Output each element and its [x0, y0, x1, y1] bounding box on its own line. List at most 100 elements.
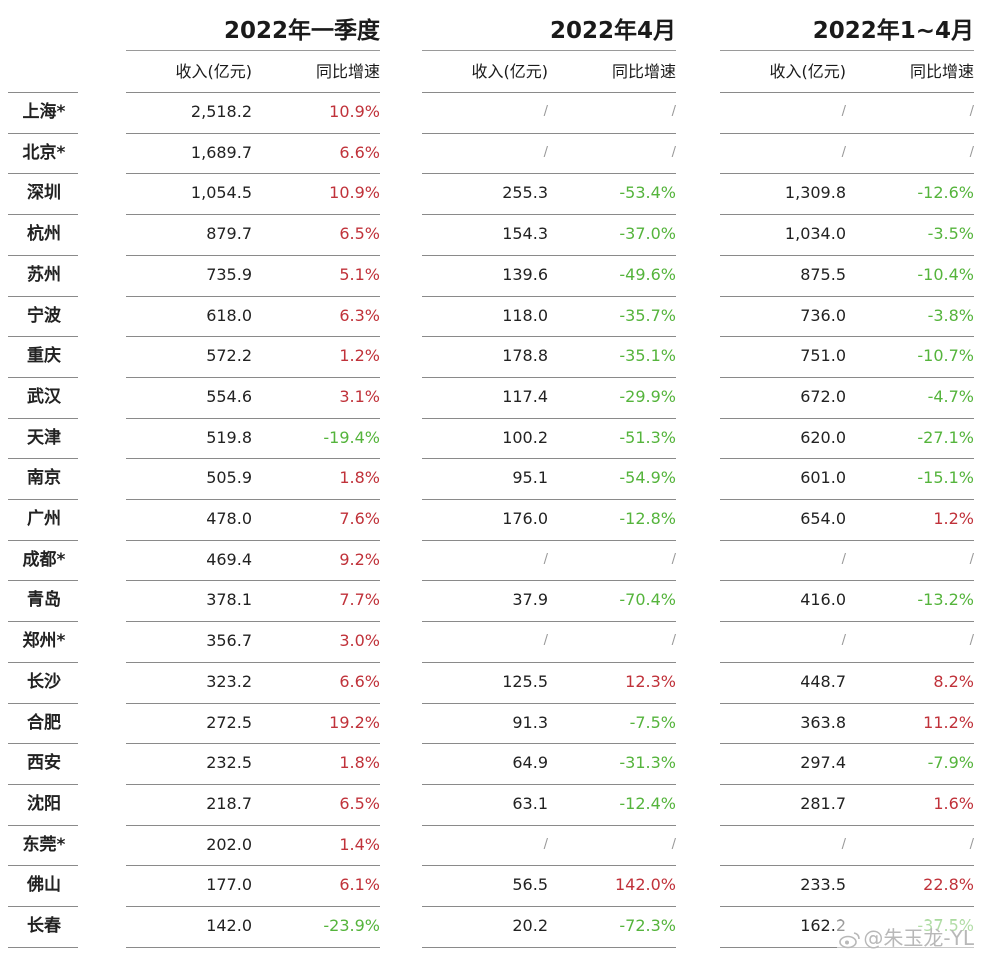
row-separator [422, 499, 676, 500]
cell-income-jan-apr: 448.7 [800, 672, 846, 691]
row-separator [422, 540, 676, 541]
row-separator [422, 621, 676, 622]
cell-income-q1: 378.1 [206, 590, 252, 609]
cell-growth-jan-apr: / [969, 837, 974, 852]
row-separator [720, 92, 974, 93]
row-separator [126, 377, 380, 378]
cell-growth-apr: -54.9% [619, 468, 676, 487]
row-separator [8, 743, 78, 744]
city-label: 沈阳 [27, 794, 61, 814]
cell-income-apr: / [543, 633, 548, 648]
cell-growth-q1: 5.1% [339, 265, 380, 284]
city-label: 武汉 [27, 387, 61, 407]
cell-growth-apr: -70.4% [619, 590, 676, 609]
cell-income-jan-apr: / [841, 837, 846, 852]
cell-growth-apr: / [671, 145, 676, 160]
row-separator [720, 703, 974, 704]
row-separator [8, 621, 78, 622]
cell-income-q1: 572.2 [206, 346, 252, 365]
watermark: @朱玉龙-YL [837, 920, 976, 956]
row-separator [720, 540, 974, 541]
row-separator [126, 621, 380, 622]
city-label: 杭州 [27, 224, 61, 244]
row-separator [422, 947, 676, 948]
cell-growth-q1: 10.9% [329, 102, 380, 121]
row-separator [126, 418, 380, 419]
row-separator [126, 662, 380, 663]
cell-income-jan-apr: 672.0 [800, 387, 846, 406]
cell-income-q1: 356.7 [206, 631, 252, 650]
row-separator [8, 906, 78, 907]
cell-income-jan-apr: 297.4 [800, 753, 846, 772]
row-separator [126, 540, 380, 541]
cell-income-q1: 1,054.5 [190, 183, 252, 202]
cell-income-apr: 56.5 [512, 875, 548, 894]
cell-income-jan-apr: 162.2 [800, 916, 846, 935]
cell-income-jan-apr: 620.0 [800, 428, 846, 447]
cell-growth-q1: 9.2% [339, 550, 380, 569]
city-label: 宁波 [27, 306, 61, 326]
cell-growth-apr: / [671, 104, 676, 119]
cell-income-jan-apr: 363.8 [800, 713, 846, 732]
row-separator [8, 296, 78, 297]
header-income-jan-apr: 收入(亿元) [769, 62, 847, 81]
row-separator [126, 825, 380, 826]
cell-growth-apr: / [671, 633, 676, 648]
row-separator [422, 865, 676, 866]
cell-income-apr: 176.0 [502, 509, 548, 528]
row-separator [8, 499, 78, 500]
row-separator [720, 255, 974, 256]
cell-growth-apr: -35.1% [619, 346, 676, 365]
city-label: 苏州 [27, 265, 61, 285]
cell-income-q1: 202.0 [206, 835, 252, 854]
cell-growth-jan-apr: -10.7% [917, 346, 974, 365]
row-separator [126, 458, 380, 459]
cell-income-apr: / [543, 104, 548, 119]
row-separator [422, 743, 676, 744]
header-income-apr: 收入(亿元) [471, 62, 549, 81]
row-separator [126, 743, 380, 744]
row-separator [126, 296, 380, 297]
row-separator [720, 336, 974, 337]
cell-income-apr: 178.8 [502, 346, 548, 365]
row-separator [422, 296, 676, 297]
cell-income-apr: 125.5 [502, 672, 548, 691]
row-separator [422, 255, 676, 256]
row-separator [720, 418, 974, 419]
row-separator [720, 133, 974, 134]
cell-growth-jan-apr: / [969, 633, 974, 648]
row-separator [8, 825, 78, 826]
cell-income-jan-apr: / [841, 145, 846, 160]
cell-income-jan-apr: 416.0 [800, 590, 846, 609]
cell-income-jan-apr: 601.0 [800, 468, 846, 487]
header-growth-q1: 同比增速 [315, 62, 380, 81]
cell-growth-q1: 19.2% [329, 713, 380, 732]
cell-income-apr: 117.4 [502, 387, 548, 406]
cell-income-apr: / [543, 145, 548, 160]
cell-income-q1: 505.9 [206, 468, 252, 487]
cell-income-q1: 272.5 [206, 713, 252, 732]
city-label: 长沙 [27, 672, 61, 692]
cell-growth-jan-apr: 11.2% [923, 713, 974, 732]
cell-growth-jan-apr: -27.1% [917, 428, 974, 447]
cell-income-jan-apr: / [841, 633, 846, 648]
city-label: 成都* [22, 550, 66, 570]
cell-income-jan-apr: 654.0 [800, 509, 846, 528]
cell-growth-q1: 1.2% [339, 346, 380, 365]
group-rule-jan-apr [720, 50, 974, 51]
cell-growth-apr: -31.3% [619, 753, 676, 772]
row-separator [8, 255, 78, 256]
row-separator [8, 214, 78, 215]
row-separator [422, 133, 676, 134]
cell-income-apr: 63.1 [512, 794, 548, 813]
cell-growth-jan-apr: -7.9% [927, 753, 974, 772]
row-separator [8, 947, 78, 948]
group-rule-q1 [126, 50, 380, 51]
cell-growth-q1: 1.4% [339, 835, 380, 854]
city-label: 佛山 [27, 875, 61, 895]
cell-growth-jan-apr: -3.5% [927, 224, 974, 243]
row-separator [126, 865, 380, 866]
row-separator [126, 580, 380, 581]
row-separator [126, 255, 380, 256]
group-title-q1: 2022年一季度 [223, 18, 380, 44]
